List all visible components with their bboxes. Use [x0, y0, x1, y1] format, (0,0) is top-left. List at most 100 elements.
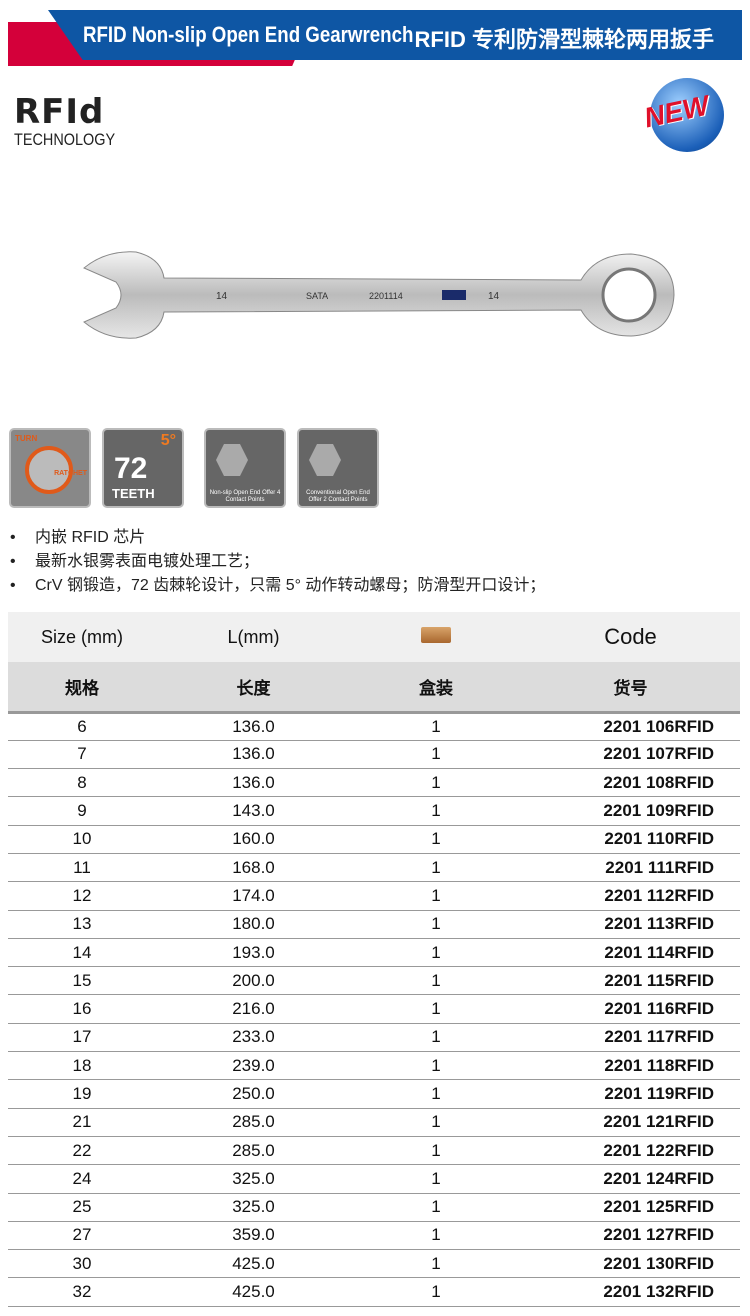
cell-length: 216.0 [156, 994, 351, 1024]
title-chinese: RFID 专利防滑型棘轮两用扳手 [414, 27, 714, 52]
cell-length: 174.0 [156, 881, 351, 911]
wrench-code-marking: 2201114 [369, 291, 403, 301]
wrench-size-marking: 14 [216, 291, 228, 302]
cell-size: 16 [8, 994, 156, 1024]
header-length-cn: 长度 [156, 662, 351, 714]
cell-code: 2201 111RFID [521, 853, 740, 883]
cell-size: 27 [8, 1221, 156, 1251]
table-row: 17 233.0 1 2201 117RFID [8, 1023, 740, 1053]
cell-size: 22 [8, 1136, 156, 1166]
cell-length: 200.0 [156, 966, 351, 996]
header-code-cn: 货号 [521, 662, 740, 714]
cell-size: 18 [8, 1051, 156, 1081]
cell-size: 12 [8, 881, 156, 911]
cell-length: 233.0 [156, 1023, 351, 1053]
turn-ratchet-icon: TURN RATCHET [9, 428, 91, 508]
wrench-size-marking-2: 14 [488, 291, 500, 302]
rfid-chip-icon [442, 290, 466, 300]
cell-qty: 1 [351, 1051, 521, 1081]
cell-qty: 1 [351, 796, 521, 826]
table-row: 13 180.0 1 2201 113RFID [8, 910, 740, 939]
cell-length: 359.0 [156, 1221, 351, 1251]
table-row: 12 174.0 1 2201 112RFID [8, 881, 740, 911]
rfid-logo: RFId TECHNOLOGY [14, 92, 133, 150]
cell-size: 6 [8, 712, 156, 741]
cell-size: 17 [8, 1023, 156, 1053]
cell-length: 285.0 [156, 1136, 351, 1166]
cell-code: 2201 108RFID [521, 768, 740, 798]
cell-size: 21 [8, 1108, 156, 1137]
cell-length: 325.0 [156, 1193, 351, 1222]
cell-length: 136.0 [156, 712, 351, 741]
new-badge-text: NEW [641, 89, 712, 134]
cell-code: 2201 132RFID [521, 1277, 740, 1307]
cell-qty: 1 [351, 910, 521, 939]
cell-size: 10 [8, 825, 156, 854]
72-teeth-icon: 5° 72 TEETH [102, 428, 184, 508]
cell-length: 250.0 [156, 1079, 351, 1109]
cell-code: 2201 106RFID [521, 712, 740, 741]
banner-blue-bar [48, 10, 742, 60]
table-row: 30 425.0 1 2201 130RFID [8, 1249, 740, 1279]
cell-length: 136.0 [156, 740, 351, 770]
cell-size: 24 [8, 1164, 156, 1194]
cell-code: 2201 114RFID [521, 938, 740, 968]
new-badge: NEW [641, 78, 724, 152]
cell-size: 9 [8, 796, 156, 826]
cell-qty: 1 [351, 1277, 521, 1307]
header-size-cn: 规格 [8, 662, 156, 714]
cell-length: 168.0 [156, 853, 351, 883]
cell-length: 136.0 [156, 768, 351, 798]
cell-qty: 1 [351, 994, 521, 1024]
cell-code: 2201 113RFID [521, 910, 740, 939]
header-size: Size (mm) [8, 612, 156, 662]
cell-code: 2201 110RFID [521, 825, 740, 854]
table-row: 15 200.0 1 2201 115RFID [8, 966, 740, 996]
cell-code: 2201 109RFID [521, 796, 740, 826]
table-row: 32 425.0 1 2201 132RFID [8, 1277, 740, 1307]
table-row: 6 136.0 1 2201 106RFID [8, 712, 740, 741]
rfid-logo-text: RFId [14, 92, 105, 132]
cell-size: 30 [8, 1249, 156, 1279]
cell-qty: 1 [351, 853, 521, 883]
table-row: 22 285.0 1 2201 122RFID [8, 1136, 740, 1166]
table-row: 14 193.0 1 2201 114RFID [8, 938, 740, 968]
table-row: 11 168.0 1 2201 111RFID [8, 853, 740, 883]
cell-size: 14 [8, 938, 156, 968]
non-slip-open-end-icon: Non-slip Open End Offer 4 Contact Points [204, 428, 286, 508]
cell-size: 13 [8, 910, 156, 939]
cell-code: 2201 116RFID [521, 994, 740, 1024]
table-row: 7 136.0 1 2201 107RFID [8, 740, 740, 770]
rfid-logo-subtitle: TECHNOLOGY [14, 130, 116, 149]
cell-length: 285.0 [156, 1108, 351, 1137]
table-row: 10 160.0 1 2201 110RFID [8, 825, 740, 854]
feature-bullet: CrV 钢锻造，72 齿棘轮设计，只需 5° 动作转动螺母；防滑型开口设计； [10, 574, 545, 598]
cell-qty: 1 [351, 1023, 521, 1053]
cell-qty: 1 [351, 768, 521, 798]
cell-qty: 1 [351, 938, 521, 968]
cell-qty: 1 [351, 1221, 521, 1251]
cell-code: 2201 115RFID [521, 966, 740, 996]
cell-qty: 1 [351, 966, 521, 996]
feature-bullet: 内嵌 RFID 芯片 [10, 526, 545, 550]
table-row: 27 359.0 1 2201 127RFID [8, 1221, 740, 1251]
cell-size: 19 [8, 1079, 156, 1109]
table-row: 25 325.0 1 2201 125RFID [8, 1193, 740, 1222]
feature-bullet: 最新水银雾表面电镀处理工艺； [10, 550, 545, 574]
cell-length: 325.0 [156, 1164, 351, 1194]
cell-size: 25 [8, 1193, 156, 1222]
wrench-brand-marking: SATA [306, 291, 328, 301]
cell-qty: 1 [351, 825, 521, 854]
cell-length: 425.0 [156, 1277, 351, 1307]
spec-table: Size (mm) L(mm) Code 规格 长度 盒装 货号 6 136.0 1… [8, 612, 740, 1307]
cell-qty: 1 [351, 1193, 521, 1222]
title-banner: RFID Non-slip Open End Gearwrench RFID 专… [8, 10, 742, 66]
header-length: L(mm) [156, 612, 351, 662]
cell-qty: 1 [351, 1164, 521, 1194]
cell-qty: 1 [351, 881, 521, 911]
header-box-cn: 盒装 [351, 662, 521, 714]
header-code: Code [521, 612, 740, 662]
cell-code: 2201 118RFID [521, 1051, 740, 1081]
cell-code: 2201 122RFID [521, 1136, 740, 1166]
table-row: 19 250.0 1 2201 119RFID [8, 1079, 740, 1109]
